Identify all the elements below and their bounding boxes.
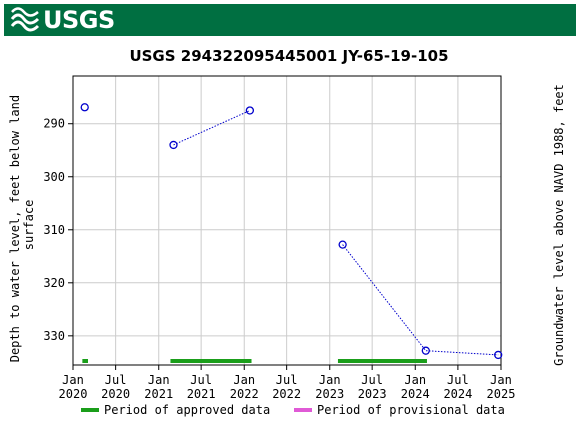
y-left-tick-label: 310 [43,223,65,237]
approved-period-bar [82,359,88,363]
usgs-wave-icon [10,7,40,32]
data-point [338,240,347,249]
x-tick-label-month: Jan [319,373,341,387]
x-tick-label-year: 2023 [315,387,344,401]
series-line-segment [342,244,499,356]
usgs-logo[interactable]: USGS [10,5,115,35]
y-left-tick-label: 320 [43,276,65,290]
x-tick-label-year: 2020 [101,387,130,401]
data-point [421,346,430,355]
x-tick-label-year: 2025 [487,387,516,401]
series-points [80,103,503,360]
x-tick-label-year: 2021 [144,387,173,401]
approved-period-bar [170,359,252,363]
y-axis-left-label-line-1: Depth to water level, feet below land [8,95,22,362]
series-lines [173,110,499,356]
x-tick-label-month: Jan [148,373,170,387]
x-tick-label-year: 2022 [230,387,259,401]
legend-provisional-label: Period of provisional data [317,403,505,417]
x-tick-label-month: Jan [62,373,84,387]
x-tick-label-month: Jul [276,373,298,387]
x-tick-label-month: Jul [447,373,469,387]
approved-periods [82,359,427,363]
grid [72,76,502,365]
x-tick-label-month: Jan [490,373,512,387]
x-tick-label-month: Jul [361,373,383,387]
y-left-tick-label: 290 [43,117,65,131]
x-tick-label-year: 2022 [272,387,301,401]
legend: Period of approved data Period of provis… [81,403,505,417]
y-axis-left: 290 300 310 320 330 [43,117,73,343]
y-left-tick-label: 330 [43,329,65,343]
legend-approved-label: Period of approved data [104,403,270,417]
y-axis-right-label: Groundwater level above NAVD 1988, feet [552,84,566,366]
usgs-logo-text: USGS [43,6,115,34]
x-tick-label-year: 2020 [59,387,88,401]
approved-period-bar [337,359,427,363]
series-line-segment [173,110,251,146]
data-point [494,350,503,360]
usgs-header-bar: USGS [4,4,576,36]
x-tick-label-month: Jul [190,373,212,387]
x-tick-label-year: 2021 [187,387,216,401]
x-tick-label-month: Jul [105,373,127,387]
x-tick-label-year: 2024 [443,387,472,401]
x-tick-label-year: 2023 [358,387,387,401]
x-tick-label-month: Jan [404,373,426,387]
chart-title: USGS 294322095445001 JY-65-19-105 [129,47,448,65]
x-tick-label-year: 2024 [401,387,430,401]
data-point [169,140,178,150]
y-axis-left-label-line-2: surface [22,200,36,251]
x-tick-label-month: Jan [233,373,255,387]
y-left-tick-label: 300 [43,170,65,184]
x-axis: Jan2020Jul2020Jan2021Jul2021Jan2022Jul20… [59,365,516,401]
y-axis-left-label: Depth to water level, feet below land su… [8,88,36,363]
data-point [245,106,255,115]
data-point [80,103,89,112]
